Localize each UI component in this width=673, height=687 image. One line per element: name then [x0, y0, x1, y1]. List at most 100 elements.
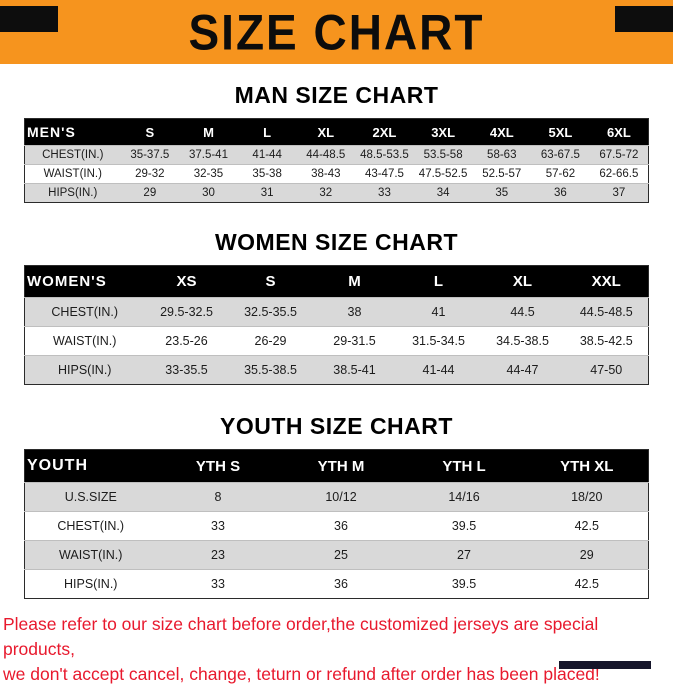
table-row: WAIST(IN.) 23.5-26 26-29 29-31.5 31.5-34.5 34…: [24, 326, 649, 356]
cell: 44-47: [480, 355, 565, 385]
column-header: S: [120, 118, 180, 146]
row-label: U.S.SIZE: [24, 482, 157, 512]
cell: 31.5-34.5: [396, 326, 481, 356]
cell: 38.5-41: [312, 355, 397, 385]
cell: 41: [396, 297, 481, 327]
table-header-row: WOMEN'S XS S M L XL XXL: [24, 265, 649, 298]
table-row: WAIST(IN.) 29-32 32-35 35-38 38-43 43-47.5 47.…: [24, 164, 649, 184]
cell: 29-31.5: [312, 326, 397, 356]
section-men: MAN SIZE CHART MEN'S S M L XL 2XL 3XL 4XL 5XL 6XL…: [0, 82, 673, 203]
table-row: CHEST(IN.) 35-37.5 37.5-41 41-44 44-48.5 48.5…: [24, 145, 649, 165]
cell: 41-44: [237, 145, 297, 165]
column-header: XS: [144, 265, 229, 298]
table-row: CHEST(IN.) 29.5-32.5 32.5-35.5 38 41 44.5 44.5…: [24, 297, 649, 327]
table-row: HIPS(IN.) 33 36 39.5 42.5: [24, 569, 649, 599]
table-row: HIPS(IN.) 29 30 31 32 33 34 35 36 37: [24, 183, 649, 203]
section-heading-women: WOMEN SIZE CHART: [214, 229, 459, 255]
cell: 42.5: [525, 511, 649, 541]
row-label: WAIST(IN.): [24, 540, 157, 570]
section-youth: YOUTH SIZE CHART YOUTH YTH S YTH M YTH L YTH…: [0, 413, 673, 599]
men-size-table: MEN'S S M L XL 2XL 3XL 4XL 5XL 6XL CHEST(IN.) 35-37…: [24, 118, 649, 203]
cell: 32: [296, 183, 356, 203]
cell: 36: [279, 511, 403, 541]
cell: 37: [589, 183, 649, 203]
table-title-cell: YOUTH: [24, 449, 157, 483]
cell: 52.5-57: [472, 164, 532, 184]
column-header: L: [237, 118, 297, 146]
cell: 48.5-53.5: [355, 145, 414, 165]
row-label: WAIST(IN.): [24, 164, 121, 184]
cell: 62-66.5: [589, 164, 649, 184]
cell: 33-35.5: [144, 355, 229, 385]
cell: 29: [525, 540, 649, 570]
banner: SIZE CHART: [0, 0, 673, 64]
row-label: HIPS(IN.): [24, 569, 157, 599]
cell: 34: [413, 183, 473, 203]
cell: 53.5-58: [413, 145, 473, 165]
row-label: HIPS(IN.): [24, 183, 121, 203]
column-header: 6XL: [589, 118, 649, 146]
cell: 35-37.5: [120, 145, 180, 165]
cell: 14/16: [402, 482, 526, 512]
table-row: U.S.SIZE 8 10/12 14/16 18/20: [24, 482, 649, 512]
column-header: YTH S: [156, 449, 280, 483]
cell: 30: [179, 183, 238, 203]
cell: 23.5-26: [144, 326, 229, 356]
table-row: WAIST(IN.) 23 25 27 29: [24, 540, 649, 570]
section-heading-youth: YOUTH SIZE CHART: [220, 413, 453, 439]
cell: 18/20: [525, 482, 649, 512]
row-label: CHEST(IN.): [24, 297, 145, 327]
column-header: M: [312, 265, 397, 298]
cell: 29: [120, 183, 180, 203]
footer-note: Please refer to our size chart before or…: [3, 612, 673, 687]
cell: 35.5-38.5: [228, 355, 313, 385]
cell: 42.5: [525, 569, 649, 599]
column-header: 2XL: [355, 118, 414, 146]
cell: 47.5-52.5: [413, 164, 473, 184]
column-header: 4XL: [472, 118, 532, 146]
column-header: YTH XL: [525, 449, 649, 483]
table-row: HIPS(IN.) 33-35.5 35.5-38.5 38.5-41 41-44 44-…: [24, 355, 649, 385]
cell: 35-38: [237, 164, 297, 184]
cell: 31: [237, 183, 297, 203]
row-label: HIPS(IN.): [24, 355, 145, 385]
column-header: YTH M: [279, 449, 403, 483]
cell: 38: [312, 297, 397, 327]
cell: 44.5: [480, 297, 565, 327]
youth-size-table: YOUTH YTH S YTH M YTH L YTH XL U.S.SIZE 8 10/12…: [24, 449, 649, 599]
cell: 41-44: [396, 355, 481, 385]
row-label: WAIST(IN.): [24, 326, 145, 356]
cell: 67.5-72: [589, 145, 649, 165]
cell: 36: [531, 183, 590, 203]
cell: 58-63: [472, 145, 532, 165]
column-header: XL: [480, 265, 565, 298]
column-header: 5XL: [531, 118, 590, 146]
cell: 29.5-32.5: [144, 297, 229, 327]
cell: 32.5-35.5: [228, 297, 313, 327]
column-header: L: [396, 265, 481, 298]
cell: 35: [472, 183, 532, 203]
section-heading-men: MAN SIZE CHART: [234, 82, 439, 108]
cell: 37.5-41: [179, 145, 238, 165]
row-label: CHEST(IN.): [24, 511, 157, 541]
cell: 47-50: [564, 355, 649, 385]
cell: 27: [402, 540, 526, 570]
cell: 43-47.5: [355, 164, 414, 184]
cell: 57-62: [531, 164, 590, 184]
table-header-row: MEN'S S M L XL 2XL 3XL 4XL 5XL 6XL: [24, 118, 649, 146]
column-header: S: [228, 265, 313, 298]
cell: 33: [355, 183, 414, 203]
top-right-black-box: [615, 6, 673, 32]
section-women: WOMEN SIZE CHART WOMEN'S XS S M L XL XXL CHEST(…: [0, 229, 673, 385]
cell: 33: [156, 511, 280, 541]
cell: 25: [279, 540, 403, 570]
page-title: SIZE CHART: [188, 3, 485, 61]
cell: 36: [279, 569, 403, 599]
cell: 10/12: [279, 482, 403, 512]
column-header: YTH L: [402, 449, 526, 483]
column-header: 3XL: [413, 118, 473, 146]
cell: 39.5: [402, 569, 526, 599]
cell: 8: [156, 482, 280, 512]
cell: 23: [156, 540, 280, 570]
